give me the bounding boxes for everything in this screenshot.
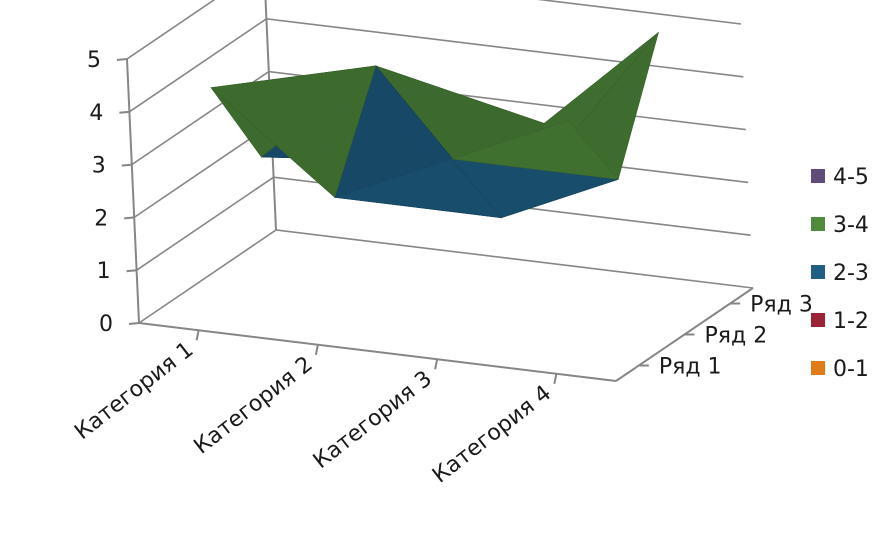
z-tick-label: 3: [92, 154, 106, 179]
legend-swatch: [811, 361, 825, 375]
z-tick-mark: [124, 216, 135, 220]
series-axis-labels: Ряд 1 Ряд 2 Ряд 3: [638, 293, 813, 380]
legend-label: 2-3: [833, 261, 869, 286]
gridline-z0: [138, 229, 754, 324]
z-tick-mark: [126, 269, 137, 273]
z-tick-label: 4: [89, 101, 103, 126]
surface-facet: [451, 120, 619, 180]
category-tick-label: Категория 2: [190, 352, 318, 460]
category-tick-mark: [553, 373, 558, 384]
chart-surface: [210, 32, 659, 219]
surface-facet: [334, 158, 503, 219]
surface-facet: [210, 65, 377, 198]
category-tick-mark: [434, 359, 439, 370]
legend-swatch: [811, 217, 825, 231]
legend-label: 4-5: [833, 165, 869, 190]
legend-label: 3-4: [833, 213, 869, 238]
legend-swatch: [811, 265, 825, 279]
z-tick-label: 1: [97, 259, 111, 284]
z-tick-mark: [128, 322, 140, 325]
category-tick-label: Категория 1: [70, 337, 198, 445]
z-tick-label: 2: [94, 206, 108, 231]
series-tick-label: Ряд 3: [750, 293, 813, 318]
z-tick-mark: [116, 58, 128, 61]
z-tick-label: 0: [99, 312, 113, 337]
series-tick-label: Ряд 1: [659, 355, 722, 380]
z-axis-tick-labels: 0 1 2 3 4 5: [87, 48, 140, 337]
z-tick-label: 5: [87, 48, 101, 73]
z-axis-line: [126, 58, 140, 324]
category-tick-label: Категория 4: [428, 381, 556, 489]
legend-label: 0-1: [833, 357, 869, 382]
legend-label: 1-2: [833, 309, 869, 334]
legend: 4-5 3-4 2-3 1-2 0-1: [811, 165, 869, 382]
category-tick-mark: [314, 344, 319, 355]
legend-swatch: [811, 169, 825, 183]
series-tick-label: Ряд 2: [705, 324, 768, 349]
z-tick-mark: [119, 110, 130, 114]
category-tick-mark: [195, 330, 200, 341]
z-tick-mark: [121, 163, 132, 167]
gridline-z5: [126, 0, 742, 60]
category-tick-label: Категория 3: [309, 366, 437, 474]
category-axis-line: [138, 322, 617, 382]
legend-swatch: [811, 313, 825, 327]
